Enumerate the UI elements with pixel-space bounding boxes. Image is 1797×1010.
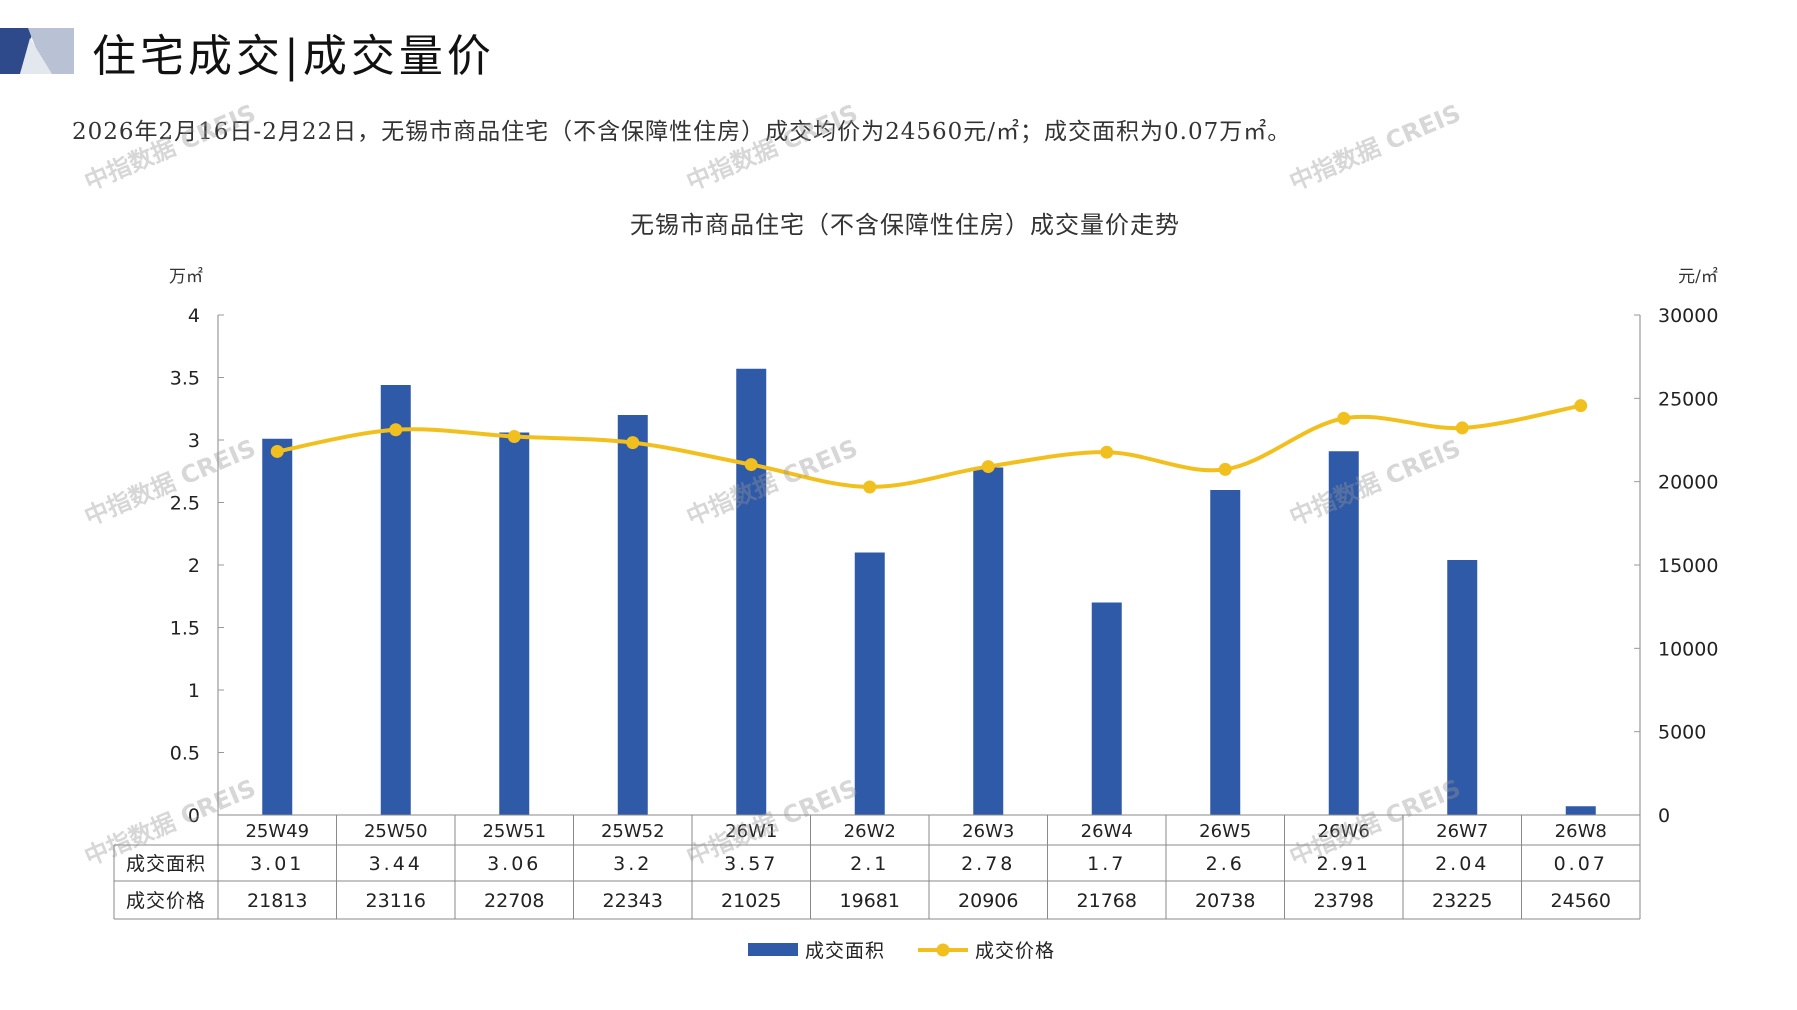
- table-row-header: 成交面积: [126, 853, 206, 875]
- bar-26W3: [973, 467, 1004, 815]
- category-label: 26W5: [1199, 821, 1251, 842]
- bar-26W6: [1328, 451, 1359, 815]
- bar-25W52: [617, 415, 648, 815]
- data-label: 3.2: [613, 853, 652, 875]
- price-point-26W3: [981, 460, 995, 474]
- table-row-header: 成交价格: [126, 890, 206, 912]
- data-label: 23225: [1432, 890, 1492, 912]
- data-label: 19681: [840, 890, 900, 912]
- data-label: 3.44: [369, 853, 423, 875]
- category-label: 26W6: [1318, 821, 1370, 842]
- left-tick-label: 3.5: [170, 368, 200, 390]
- data-label: 3.06: [487, 853, 541, 875]
- price-line: [276, 403, 1582, 489]
- data-label: 22708: [484, 890, 544, 912]
- price-point-26W1: [744, 458, 758, 472]
- price-point-25W49: [270, 444, 284, 458]
- price-point-26W8: [1574, 399, 1588, 413]
- category-label: 26W4: [1081, 821, 1133, 842]
- legend-bar-swatch: [748, 943, 798, 956]
- category-label: 26W3: [962, 821, 1014, 842]
- data-label: 21768: [1077, 890, 1137, 912]
- left-tick-label: 2.5: [170, 493, 200, 515]
- bar-26W7: [1447, 560, 1478, 815]
- left-tick-label: 0.5: [170, 743, 200, 765]
- price-point-25W52: [626, 436, 640, 450]
- data-label: 20738: [1195, 890, 1255, 912]
- left-tick-label: 4: [188, 305, 200, 327]
- price-point-25W50: [389, 423, 403, 437]
- right-tick-label: 0: [1658, 805, 1670, 827]
- data-label: 23798: [1314, 890, 1374, 912]
- bar-25W50: [380, 385, 411, 815]
- right-tick-label: 30000: [1658, 305, 1718, 327]
- category-label: 26W1: [725, 821, 777, 842]
- data-label: 24560: [1551, 890, 1611, 912]
- price-point-26W2: [863, 480, 877, 494]
- bar-26W2: [854, 552, 885, 815]
- left-tick-label: 1.5: [170, 618, 200, 640]
- data-label: 3.01: [250, 853, 304, 875]
- bar-26W8: [1565, 806, 1596, 815]
- data-label: 2.1: [850, 853, 889, 875]
- price-point-26W7: [1455, 421, 1469, 435]
- chart-title: 无锡市商品住宅（不含保障性住房）成交量价走势: [630, 211, 1180, 239]
- right-tick-label: 25000: [1658, 388, 1718, 410]
- right-axis-unit: 元/㎡: [1678, 267, 1718, 287]
- right-tick-label: 5000: [1658, 722, 1706, 744]
- left-axis-unit: 万㎡: [169, 267, 203, 287]
- price-point-26W5: [1218, 462, 1232, 476]
- bar-25W49: [262, 438, 293, 815]
- bar-25W51: [499, 432, 530, 815]
- legend-line-marker: [936, 943, 950, 957]
- left-tick-label: 0: [188, 805, 200, 827]
- price-point-26W6: [1337, 411, 1351, 425]
- data-label: 3.57: [724, 853, 778, 875]
- data-label: 22343: [603, 890, 663, 912]
- category-label: 25W50: [364, 821, 428, 842]
- data-label: 23116: [366, 890, 426, 912]
- price-point-25W51: [507, 430, 521, 444]
- data-label: 20906: [958, 890, 1018, 912]
- data-label: 21813: [247, 890, 307, 912]
- page-title: 住宅成交|成交量价: [92, 31, 495, 82]
- category-label: 26W2: [844, 821, 896, 842]
- right-tick-label: 20000: [1658, 472, 1718, 494]
- category-label: 25W51: [482, 821, 546, 842]
- left-tick-label: 3: [188, 430, 200, 452]
- data-label: 2.04: [1435, 853, 1489, 875]
- data-label: 0.07: [1554, 853, 1608, 875]
- data-label: 21025: [721, 890, 781, 912]
- brand-logo-icon: [0, 28, 74, 74]
- right-tick-label: 15000: [1658, 555, 1718, 577]
- summary-text: 2026年2月16日-2月22日，无锡市商品住宅（不含保障性住房）成交均价为24…: [72, 119, 1292, 145]
- legend-bar-label: 成交面积: [805, 940, 885, 962]
- data-label: 1.7: [1087, 853, 1126, 875]
- bar-26W5: [1210, 490, 1241, 815]
- category-label: 26W8: [1555, 821, 1607, 842]
- category-label: 25W49: [245, 821, 309, 842]
- price-point-26W4: [1100, 445, 1114, 459]
- left-tick-label: 1: [188, 680, 200, 702]
- data-label: 2.6: [1206, 853, 1245, 875]
- right-tick-label: 10000: [1658, 638, 1718, 660]
- category-label: 26W7: [1436, 821, 1488, 842]
- data-label: 2.91: [1317, 853, 1371, 875]
- data-label: 2.78: [961, 853, 1015, 875]
- bar-26W4: [1091, 602, 1122, 815]
- category-label: 25W52: [601, 821, 665, 842]
- legend-line-label: 成交价格: [975, 940, 1055, 962]
- left-tick-label: 2: [188, 555, 200, 577]
- bar-26W1: [736, 368, 767, 815]
